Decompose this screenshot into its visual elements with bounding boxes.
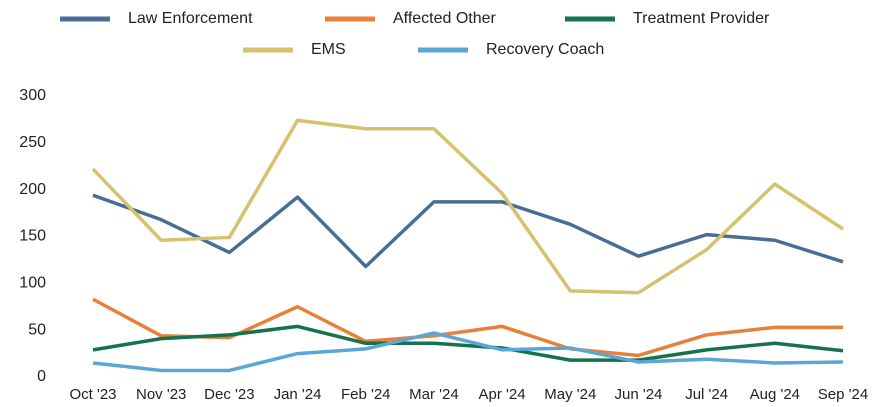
y-tick-label: 0 [37,368,46,385]
y-tick-label: 300 [19,87,46,104]
series-line [92,331,844,373]
legend-label: Law Enforcement [128,10,253,27]
legend-label: Recovery Coach [486,41,604,58]
legend-label: Treatment Provider [633,10,770,27]
series-line [92,193,844,269]
x-tick-label: Aug '24 [750,386,800,403]
x-tick-label: Jul '24 [685,386,728,403]
y-tick-label: 50 [28,321,46,338]
x-tick-label: Dec '23 [204,386,254,403]
y-tick-label: 150 [19,228,46,245]
y-tick-label: 250 [19,134,46,151]
x-tick-label: Apr '24 [479,386,526,403]
x-tick-label: Jun '24 [615,386,663,403]
x-tick-label: Mar '24 [409,386,459,403]
x-tick-label: Feb '24 [341,386,391,403]
y-tick-label: 100 [19,275,46,292]
x-tick-label: Sep '24 [818,386,868,403]
legend-label: EMS [311,41,346,58]
x-tick-label: May '24 [544,386,596,403]
y-tick-label: 200 [19,181,46,198]
x-tick-label: Nov '23 [136,386,186,403]
series-line [92,324,844,362]
x-tick-label: Jan '24 [274,386,322,403]
x-tick-label: Oct '23 [69,386,116,403]
legend-label: Affected Other [393,10,497,27]
series-line [91,118,844,295]
series-line [92,297,843,358]
